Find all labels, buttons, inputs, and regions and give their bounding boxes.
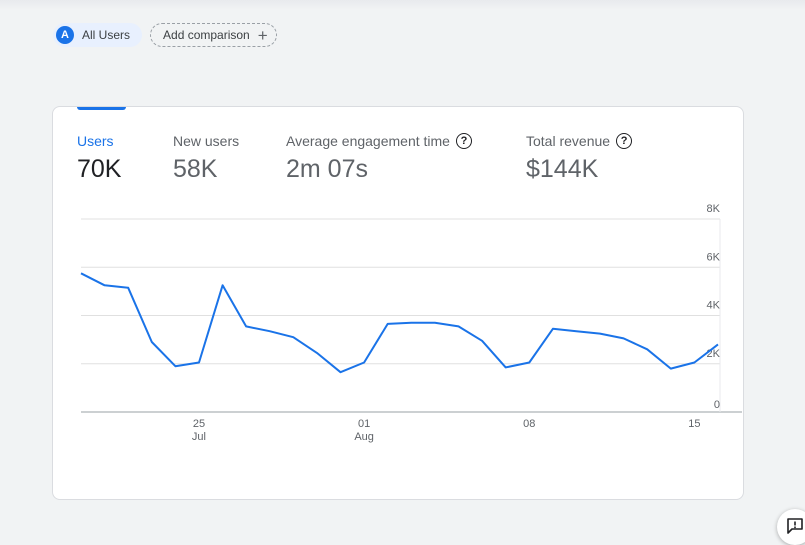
y-tick-label: 2K: [707, 348, 721, 360]
all-users-label: All Users: [82, 28, 131, 42]
x-tick-label: 08: [523, 418, 535, 430]
feedback-button[interactable]: [777, 509, 805, 545]
metric-value: $144K: [526, 155, 599, 183]
active-tab-indicator: [77, 107, 126, 110]
metric-label: Total revenue ?: [526, 133, 633, 149]
segment-avatar: A: [56, 26, 74, 44]
overview-card: Users 70K New users 58K Average engageme…: [52, 106, 744, 500]
top-fade: [0, 0, 805, 10]
metric-tab-average-engagement-time[interactable]: Average engagement time ? 2m 07s: [286, 133, 472, 184]
metric-label: Users: [77, 133, 114, 149]
series-line-users: [80, 272, 719, 374]
x-tick-label: 01: [358, 418, 370, 430]
add-comparison-button[interactable]: Add comparison +: [150, 23, 277, 47]
metric-value: 58K: [173, 155, 218, 183]
feedback-icon: [787, 518, 803, 534]
help-icon[interactable]: ?: [455, 133, 472, 149]
y-tick-label: 4K: [707, 300, 721, 312]
y-tick-label: 8K: [707, 203, 721, 215]
x-tick-month-label: Jul: [192, 431, 206, 443]
metric-tab-new-users[interactable]: New users 58K: [173, 133, 239, 184]
help-icon[interactable]: ?: [616, 133, 633, 149]
y-tick-label: 0: [714, 399, 720, 411]
metric-label: New users: [173, 133, 240, 149]
metric-tab-total-revenue[interactable]: Total revenue ? $144K: [526, 133, 633, 184]
x-tick-month-label: Aug: [354, 431, 374, 443]
x-tick-label: 15: [688, 418, 700, 430]
x-tick-label: 25: [193, 418, 205, 430]
add-comparison-label: Add comparison: [163, 28, 250, 42]
metric-label: Average engagement time ?: [286, 133, 472, 149]
metric-value: 2m 07s: [286, 155, 368, 183]
y-tick-label: 6K: [707, 251, 721, 263]
metric-value: 70K: [77, 155, 122, 183]
plus-icon: +: [257, 25, 268, 45]
metric-tab-users[interactable]: Users 70K: [77, 133, 121, 184]
all-users-chip[interactable]: A All Users: [53, 23, 143, 47]
comparison-bar: A All Users Add comparison +: [53, 23, 277, 47]
